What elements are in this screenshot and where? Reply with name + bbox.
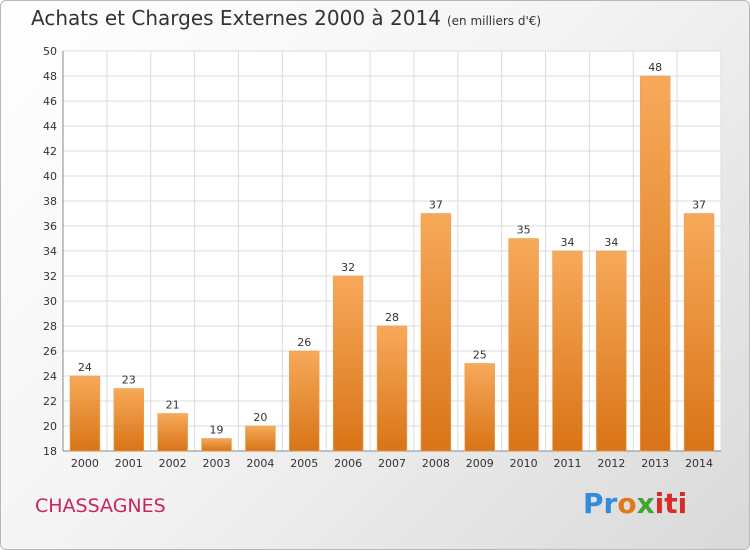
bar-2005	[289, 350, 320, 452]
data-label-2011: 34	[560, 236, 574, 249]
x-tick-label-2007: 2007	[378, 457, 406, 470]
data-label-2008: 37	[429, 199, 443, 212]
bar-2001	[113, 388, 145, 452]
bar-2010	[508, 238, 539, 452]
logo-part-1: Pr	[583, 487, 618, 520]
x-tick-label-2010: 2010	[510, 457, 538, 470]
data-label-2007: 28	[385, 311, 399, 324]
bar-2009	[464, 363, 495, 452]
commune-name: CHASSAGNES	[35, 495, 166, 517]
x-tick-label-2014: 2014	[685, 457, 713, 470]
x-tick-label-2006: 2006	[334, 457, 362, 470]
logo-part-3: x	[636, 487, 655, 520]
y-tick-label: 26	[43, 345, 57, 358]
x-tick-label-2013: 2013	[641, 457, 669, 470]
bar-2004	[245, 425, 276, 452]
y-tick-label: 28	[43, 320, 57, 333]
y-tick-label: 30	[43, 295, 57, 308]
data-label-2000: 24	[78, 361, 92, 374]
bar-2013	[639, 75, 671, 452]
y-tick-label: 44	[43, 120, 57, 133]
data-label-2010: 35	[517, 224, 531, 237]
data-label-2003: 19	[210, 424, 224, 437]
y-tick-label: 32	[43, 270, 57, 283]
y-tick-label: 18	[43, 445, 57, 458]
x-tick-label-2004: 2004	[246, 457, 274, 470]
y-tick-label: 46	[43, 95, 57, 108]
x-tick-label-2008: 2008	[422, 457, 450, 470]
logo-part-2: o	[617, 487, 637, 520]
bar-2003	[201, 438, 232, 452]
x-tick-label-2001: 2001	[115, 457, 143, 470]
data-label-2002: 21	[166, 399, 180, 412]
y-tick-label: 22	[43, 395, 57, 408]
chart-title: Achats et Charges Externes 2000 à 2014 (e…	[31, 6, 541, 30]
y-tick-label: 24	[43, 370, 57, 383]
data-label-2014: 37	[692, 199, 706, 212]
x-tick-label-2011: 2011	[553, 457, 581, 470]
x-tick-label-2012: 2012	[597, 457, 625, 470]
bar-2002	[157, 413, 188, 452]
y-tick-label: 42	[43, 145, 57, 158]
x-tick-label-2002: 2002	[159, 457, 187, 470]
bar-2006	[332, 275, 364, 452]
y-tick-label: 38	[43, 195, 57, 208]
data-label-2006: 32	[341, 261, 355, 274]
bar-2008	[420, 213, 452, 452]
chart-title-text: Achats et Charges Externes 2000 à 2014	[31, 6, 441, 30]
bar-2000	[69, 375, 101, 452]
data-label-2004: 20	[253, 411, 267, 424]
proxiti-logo[interactable]: Proxiti	[583, 487, 687, 520]
bar-2014	[683, 213, 715, 452]
chart-subtitle: (en milliers d'€)	[446, 14, 542, 28]
bar-2011	[552, 250, 583, 452]
data-label-2012: 34	[604, 236, 618, 249]
logo-part-4: iti	[654, 487, 688, 520]
y-tick-label: 34	[43, 245, 57, 258]
y-tick-label: 20	[43, 420, 57, 433]
y-tick-label: 50	[43, 45, 57, 58]
bar-2007	[376, 325, 408, 452]
y-tick-label: 36	[43, 220, 57, 233]
x-tick-label-2005: 2005	[290, 457, 318, 470]
x-tick-label-2009: 2009	[466, 457, 494, 470]
y-tick-label: 48	[43, 70, 57, 83]
y-tick-label: 40	[43, 170, 57, 183]
data-label-2001: 23	[122, 374, 136, 387]
data-label-2013: 48	[648, 61, 662, 74]
x-tick-label-2000: 2000	[71, 457, 99, 470]
x-tick-label-2003: 2003	[203, 457, 231, 470]
data-label-2005: 26	[297, 336, 311, 349]
data-label-2009: 25	[473, 349, 487, 362]
bar-2012	[596, 250, 627, 452]
